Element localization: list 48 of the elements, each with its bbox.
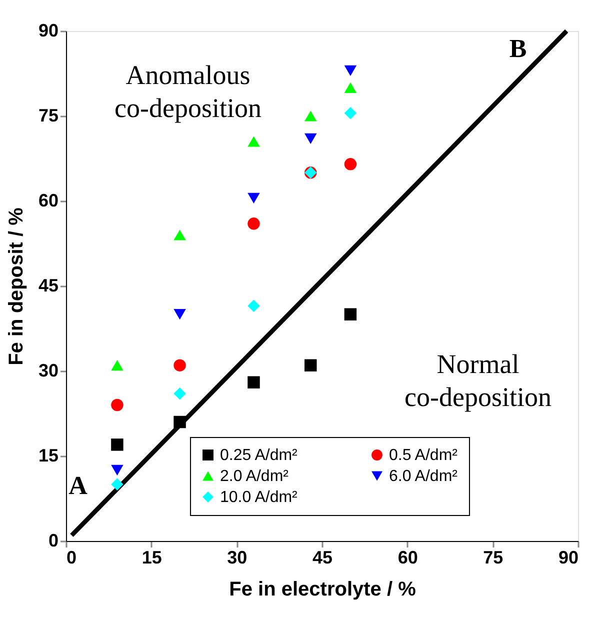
legend-label: 6.0 A/dm²	[389, 468, 458, 485]
x-tick-label: 0	[66, 548, 77, 568]
point	[304, 359, 317, 372]
annotation: B	[509, 34, 527, 63]
point	[111, 478, 124, 490]
y-tick-label: 60	[38, 190, 58, 210]
point	[248, 300, 260, 312]
point	[174, 309, 186, 320]
y-tick-label: 30	[38, 360, 58, 380]
point	[111, 398, 124, 412]
point	[174, 416, 186, 428]
point	[344, 65, 357, 76]
x-axis-title: Fe in electrolyte / %	[229, 578, 416, 600]
point	[111, 464, 124, 476]
point	[304, 133, 317, 144]
x-tick-label: 90	[558, 548, 578, 568]
x-tick-label: 60	[398, 548, 418, 568]
y-tick-label: 90	[38, 20, 58, 40]
point	[174, 230, 186, 240]
point	[174, 359, 186, 372]
point	[344, 107, 357, 120]
x-tick-label: 15	[142, 548, 162, 568]
point	[174, 388, 186, 400]
annotation: A	[68, 471, 88, 500]
point	[344, 158, 357, 170]
x-tick-label: 45	[312, 548, 333, 568]
x-tick-label: 30	[227, 548, 248, 568]
point	[111, 438, 124, 451]
y-axis-title: Fe in deposit / %	[5, 207, 28, 366]
point	[344, 308, 357, 320]
point	[344, 82, 357, 93]
legend-label: 2.0 A/dm²	[220, 468, 290, 485]
y-tick-label: 0	[48, 530, 58, 550]
y-tick-label: 15	[38, 446, 58, 466]
legend-label: 0.25 A/dm²	[220, 447, 298, 464]
point	[248, 136, 260, 147]
annotation: Anomalous co-deposition	[114, 60, 262, 123]
point	[248, 192, 260, 204]
legend-label: 0.5 A/dm²	[389, 447, 458, 464]
annotation: Normal co-deposition	[404, 349, 552, 412]
point	[111, 360, 124, 371]
point	[304, 110, 317, 122]
point	[248, 218, 260, 230]
point	[248, 376, 260, 388]
x-tick-label: 75	[483, 548, 504, 568]
legend-label: 10.0 A/dm²	[220, 489, 298, 506]
y-tick-label: 75	[38, 106, 58, 126]
y-tick-label: 45	[38, 276, 58, 296]
